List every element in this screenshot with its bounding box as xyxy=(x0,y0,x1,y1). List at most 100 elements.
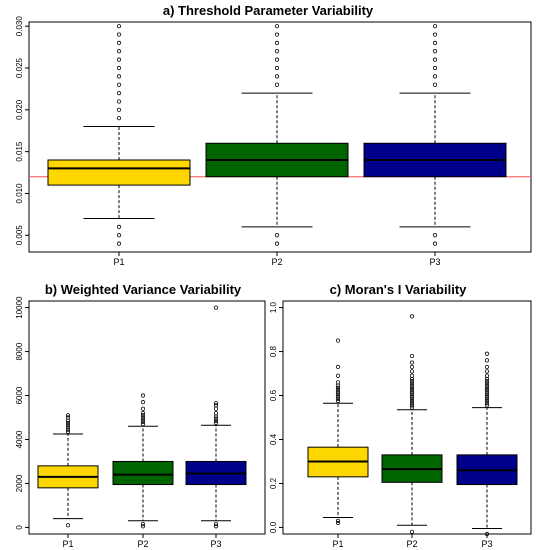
x-tick-label-a-p2: P2 xyxy=(271,257,282,267)
y-tick-label-b-1: 2000 xyxy=(15,474,24,492)
outlier-a-p3-3 xyxy=(432,74,438,79)
y-tick-label-b-5: 10000 xyxy=(15,296,24,319)
outlier-b-p2-5 xyxy=(140,415,146,420)
outlier-c-p2-4 xyxy=(409,398,415,404)
outlier-a-p1-14 xyxy=(116,24,122,29)
outlier-c-p2-5 xyxy=(409,396,415,401)
y-tick-label-c-4: 0.8 xyxy=(269,345,278,357)
panel-a-title: a) Threshold Parameter Variability xyxy=(163,3,374,18)
outlier-a-p1-12 xyxy=(116,40,122,46)
outlier-c-p2-16 xyxy=(409,369,415,374)
outlier-b-p1-0 xyxy=(65,523,71,528)
outlier-c-p2-8 xyxy=(409,390,415,395)
outlier-c-p2-6 xyxy=(409,394,415,399)
outlier-c-p2-1 xyxy=(409,405,415,410)
outlier-a-p1-10 xyxy=(116,57,122,62)
outlier-c-p3-6 xyxy=(484,392,490,397)
outlier-b-p3-6 xyxy=(213,411,219,416)
y-tick-label-a-3: 0.020 xyxy=(15,99,24,120)
outlier-c-p2-15 xyxy=(409,373,415,378)
outlier-c-p2-2 xyxy=(409,403,415,408)
outlier-c-p3-4 xyxy=(484,396,490,401)
y-tick-label-a-1: 0.010 xyxy=(15,183,24,204)
outlier-a-p3-5 xyxy=(432,57,438,62)
outlier-a-p2-4 xyxy=(274,65,280,71)
outlier-c-p3-13 xyxy=(484,376,490,382)
outlier-b-p1-7 xyxy=(65,415,71,420)
outlier-b-p3-9 xyxy=(213,401,219,406)
outlier-a-p1-4 xyxy=(116,107,122,112)
outlier-c-p3-17 xyxy=(484,358,490,363)
outlier-a-p2-7 xyxy=(274,40,280,46)
panel-c-plot: 0.0 0.2 0.4 0.6 0.8 1.0 P1 P2 P3 xyxy=(269,301,518,549)
y-tick-label-b-2: 4000 xyxy=(15,430,24,448)
x-tick-label-b-p3: P3 xyxy=(210,539,221,549)
outlier-c-p2-7 xyxy=(409,392,415,397)
outlier-b-p2-2 xyxy=(140,421,146,427)
outlier-c-p1-5 xyxy=(335,392,341,397)
panel-b-plot: 0 2000 4000 6000 8000 10000 P1 P2 P3 xyxy=(15,296,247,549)
outlier-c-p1-7 xyxy=(335,387,341,393)
y-tick-label-a-5: 0.030 xyxy=(15,16,24,37)
x-tick-label-b-p1: P1 xyxy=(62,539,73,549)
outlier-c-p3-8 xyxy=(484,387,490,393)
outlier-c-p1-1 xyxy=(335,518,341,523)
outlier-c-p3-14 xyxy=(484,373,490,378)
panel-a-plot: 0.005 0.010 0.015 0.020 0.025 0.030 P1 P2 P3 xyxy=(15,16,531,267)
outlier-c-p1-0 xyxy=(335,520,341,526)
box-a-p1 xyxy=(47,159,191,186)
panel-c-title: c) Moran's I Variability xyxy=(330,282,468,297)
outlier-a-p3-2 xyxy=(432,82,438,87)
outlier-c-p3-7 xyxy=(484,390,490,395)
outlier-c-p1-10 xyxy=(335,380,341,385)
x-tick-label-a-p3: P3 xyxy=(429,257,440,267)
outlier-a-p1-13 xyxy=(116,32,122,37)
outlier-c-p2-20 xyxy=(409,314,415,319)
outlier-b-p3-1 xyxy=(213,522,219,527)
outlier-c-p2-9 xyxy=(409,387,415,393)
outlier-c-p2-17 xyxy=(409,364,415,370)
panel-b-frame xyxy=(28,300,266,535)
outlier-a-p2-6 xyxy=(274,49,280,54)
outlier-c-p2-3 xyxy=(409,401,415,406)
outlier-a-p2-0 xyxy=(274,241,280,246)
outlier-b-p2-3 xyxy=(140,419,146,424)
outlier-c-p1-8 xyxy=(335,385,341,390)
outlier-c-p1-12 xyxy=(335,364,341,370)
x-tick-label-a-p1: P1 xyxy=(113,257,124,267)
outlier-a-p3-6 xyxy=(432,49,438,54)
outlier-a-p2-9 xyxy=(274,24,280,29)
outlier-c-p3-16 xyxy=(484,364,490,370)
outlier-b-p3-10 xyxy=(213,305,219,310)
outlier-a-p3-7 xyxy=(432,40,438,46)
outlier-a-p3-9 xyxy=(432,24,438,29)
outlier-b-p1-6 xyxy=(65,418,71,423)
outlier-b-p1-4 xyxy=(65,423,71,428)
x-tick-label-b-p2: P2 xyxy=(137,539,148,549)
y-tick-label-b-3: 6000 xyxy=(15,386,24,404)
outlier-b-p3-4 xyxy=(213,416,219,421)
outlier-b-p2-1 xyxy=(140,522,146,527)
outlier-b-p3-0 xyxy=(213,524,219,529)
outlier-c-p3-1 xyxy=(484,403,490,408)
panel-c-frame xyxy=(282,300,532,535)
y-tick-label-a-4: 0.025 xyxy=(15,57,24,78)
outlier-a-p3-8 xyxy=(432,32,438,37)
outlier-b-p1-1 xyxy=(65,429,71,434)
outlier-b-p3-3 xyxy=(213,418,219,423)
outlier-c-p1-9 xyxy=(335,383,341,388)
outlier-c-p3-18 xyxy=(484,351,490,356)
x-tick-label-c-p3: P3 xyxy=(481,539,492,549)
y-tick-label-c-2: 0.4 xyxy=(269,433,278,445)
outlier-a-p2-1 xyxy=(274,233,280,238)
outlier-c-p2-0 xyxy=(409,529,415,534)
outlier-a-p3-4 xyxy=(432,65,438,71)
outlier-c-p3-12 xyxy=(484,379,490,384)
y-tick-label-c-0: 0.0 xyxy=(269,521,278,533)
outlier-a-p3-0 xyxy=(432,241,438,246)
outlier-c-p1-6 xyxy=(335,390,341,395)
y-tick-label-b-0: 0 xyxy=(15,525,24,530)
outlier-b-p2-8 xyxy=(140,406,146,411)
outlier-a-p2-3 xyxy=(274,74,280,79)
outlier-c-p2-11 xyxy=(409,383,415,388)
